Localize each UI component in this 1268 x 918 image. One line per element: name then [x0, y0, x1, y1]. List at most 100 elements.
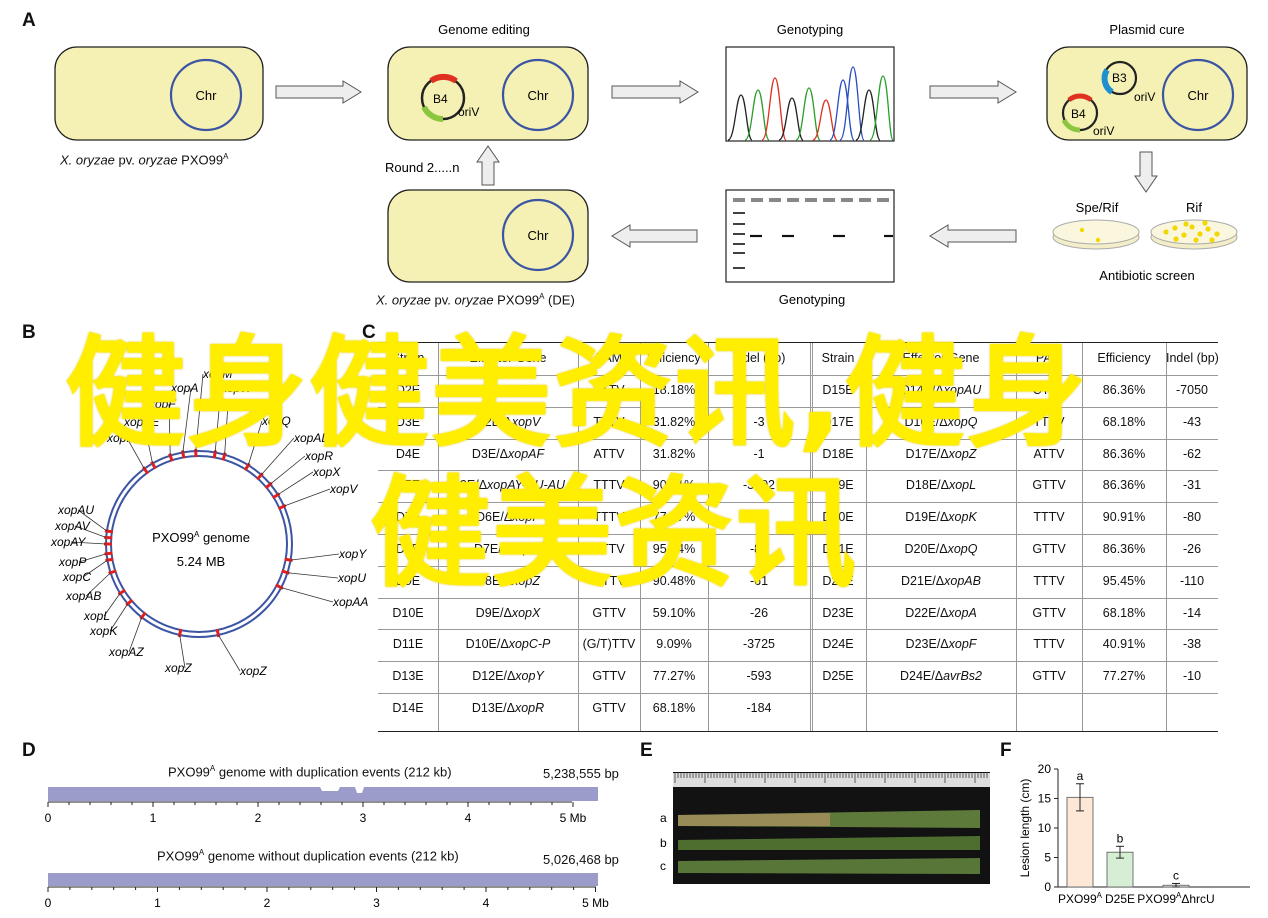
- b3-label: B3: [1112, 71, 1127, 85]
- arrow-right-3: [929, 80, 1017, 104]
- panel-a-diagram: Chr Chr B4 oriV Genome editing Genotypin…: [54, 22, 1248, 307]
- table-cell-indel: -3725: [743, 637, 775, 652]
- chromosome-circle: [501, 198, 575, 272]
- table-cell-efficiency: 86.36%: [1102, 383, 1146, 397]
- table-cell-pam: GTTV: [592, 701, 626, 715]
- scale-tick-label: 3: [373, 896, 380, 910]
- table-cell-efficiency: 31.82%: [652, 446, 696, 461]
- label-leader-line: [70, 541, 107, 545]
- label-leader-line: [195, 373, 204, 452]
- title-genotyping-bottom: Genotyping: [779, 292, 846, 307]
- rif-label: Rif: [1186, 200, 1202, 215]
- table-cell-pam: TTTV: [1033, 414, 1065, 429]
- label-leader-line: [214, 387, 222, 453]
- significance-letter: b: [1117, 831, 1124, 845]
- effector-gene-label: xopAV: [54, 519, 91, 533]
- effector-table: Strain Effector Gene PAM Efficiency Indel (b…: [378, 342, 1219, 732]
- table-cell-efficiency: 68.18%: [1102, 605, 1146, 620]
- table-cell-indel: -7050: [1176, 383, 1208, 397]
- table-cell-pam: GTTV: [1032, 478, 1066, 493]
- effector-gene-label: xopZ: [164, 661, 192, 675]
- scale-tick-label: 5 Mb: [560, 811, 587, 825]
- table-cell-strain: D18E: [822, 446, 854, 461]
- title-genome-editing: Genome editing: [438, 22, 530, 37]
- table-cell-effector: D13E/ΔxopR: [471, 701, 545, 715]
- significance-letter: c: [1173, 868, 1179, 882]
- arrow-left-2: [611, 224, 698, 248]
- track2-bar: [48, 873, 598, 886]
- track1-title: PXO99A genome with duplication events (2…: [168, 764, 452, 780]
- table-cell-strain: D15E: [822, 383, 854, 397]
- genome-size: 5.24 MB: [177, 554, 225, 569]
- chromatogram-peaks: [727, 66, 894, 141]
- table-cell-effector: D2E/ΔxopV: [475, 414, 541, 429]
- oriv-label: oriV: [1093, 124, 1114, 138]
- table-cell-efficiency: 86.36%: [1102, 446, 1146, 461]
- table-header-right: PAM: [1035, 351, 1063, 365]
- label-leader-line: [179, 634, 186, 669]
- leaf-row-a: a: [660, 811, 667, 825]
- table-cell-indel: -83: [749, 542, 769, 556]
- table-cell-indel: -62: [1182, 446, 1202, 461]
- table-cell-indel: -26: [1182, 542, 1202, 556]
- label-leader-line: [287, 572, 339, 579]
- table-cell-indel: -593: [746, 669, 772, 684]
- table-cell-strain: D7E: [395, 510, 421, 525]
- chr-label: Chr: [1188, 88, 1210, 103]
- table-cell-efficiency: 77.27%: [652, 669, 696, 684]
- label-leader-line: [78, 553, 107, 563]
- table-cell-pam: TTTV: [1033, 510, 1065, 525]
- table-cell-strain: D20E: [822, 510, 854, 525]
- table-cell-strain: D13E: [392, 669, 424, 684]
- table-header-right: Efficiency: [1097, 351, 1151, 365]
- arrow-right-2: [611, 80, 699, 104]
- arrow-up: [476, 145, 500, 186]
- oriv-label: oriV: [1134, 90, 1155, 104]
- plasmid-red-segment: [1067, 93, 1093, 103]
- x-tick-label: PXO99AΔhrcU: [1137, 891, 1214, 906]
- table-cell-indel: -14: [1182, 605, 1202, 620]
- label-leader-line: [128, 617, 143, 653]
- label-leader-line: [182, 387, 192, 453]
- table-cell-indel: -26: [749, 605, 769, 620]
- b4-label: B4: [433, 92, 448, 106]
- panel-letter-f: F: [1000, 740, 1012, 761]
- genome-map: xopM xopA xopW xopF avrBs2 xopAE xopQ xopI xopAD…: [50, 367, 368, 678]
- table-cell-indel: -110: [1179, 573, 1205, 588]
- chr-label: Chr: [528, 228, 550, 243]
- scale-tick-label: 3: [360, 811, 367, 825]
- table-cell-effector: D20E/ΔxopQ: [904, 542, 978, 556]
- track1-bar: [48, 787, 598, 801]
- watermark-line-2: 健美资讯: [370, 465, 858, 604]
- label-leader-line: [126, 437, 145, 469]
- table-cell-effector: D6E/ΔxopF: [476, 510, 540, 525]
- label-leader-line: [217, 634, 241, 672]
- effector-gene-label: xopX: [312, 465, 341, 479]
- label-leader-line: [290, 553, 340, 561]
- table-cell-strain: D2E: [395, 383, 421, 397]
- label-leader-line: [143, 421, 153, 464]
- table-cell-effector: D23E/ΔxopF: [905, 637, 977, 652]
- chromatogram-frame: [725, 46, 895, 142]
- y-tick-label: 10: [1038, 821, 1052, 835]
- table-cell-strain: D8E: [395, 542, 421, 556]
- panel-letter-e: E: [640, 740, 653, 761]
- effector-gene-label: xopP: [58, 555, 86, 569]
- table-cell-efficiency: 18.18%: [652, 383, 696, 397]
- table-cell-efficiency: 86.36%: [1102, 478, 1146, 493]
- watermark-line-1: 健身健美资讯,健身: [65, 325, 1089, 464]
- table-cell-indel: -1: [753, 446, 765, 461]
- table-cell-effector: D19E/ΔxopK: [905, 510, 977, 525]
- table-cell-effector: D21E/ΔxopAB: [901, 573, 981, 588]
- table-cell-indel: -80: [1182, 510, 1202, 525]
- label-leader-line: [277, 471, 314, 496]
- y-tick-label: 15: [1038, 792, 1052, 806]
- label-leader-line: [77, 509, 108, 532]
- table-cell-strain: D17E: [822, 414, 854, 429]
- plasmid-red-segment: [429, 73, 458, 84]
- strain-label-de: X. oryzae pv. oryzae PXO99A (DE): [376, 292, 575, 308]
- title-genotyping-top: Genotyping: [777, 22, 844, 37]
- table-header-left: Indel (bp): [732, 351, 786, 365]
- effector-gene-label: xopW: [220, 381, 253, 395]
- table-header-right: Indel (bp): [1166, 351, 1219, 365]
